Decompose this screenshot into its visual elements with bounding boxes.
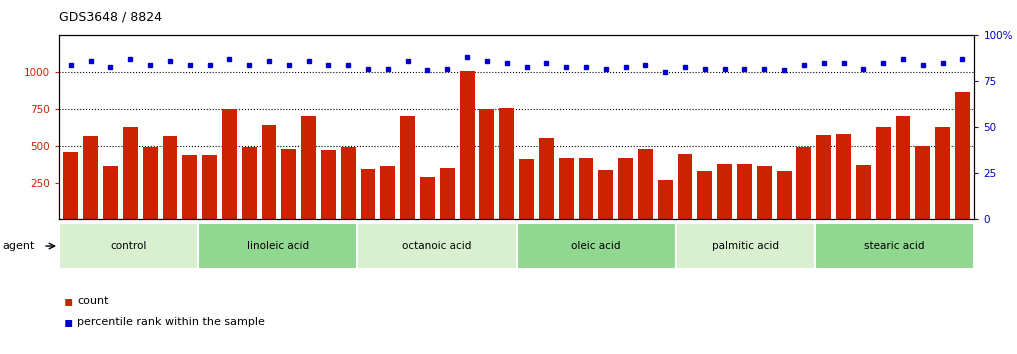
Bar [401, 116, 415, 219]
Bar [915, 146, 931, 219]
Bar [777, 171, 791, 219]
Bar [380, 166, 396, 219]
Text: agent: agent [2, 241, 35, 251]
Bar [517, 223, 676, 269]
Bar [440, 168, 455, 219]
Bar [698, 171, 712, 219]
Bar [301, 116, 316, 219]
Bar [737, 164, 752, 219]
Bar [479, 109, 494, 219]
Text: ▪: ▪ [64, 294, 73, 308]
Bar [598, 170, 613, 219]
Text: control: control [111, 241, 146, 251]
Bar [103, 166, 118, 219]
Bar [836, 134, 851, 219]
Text: octanoic acid: octanoic acid [403, 241, 472, 251]
Bar [876, 127, 891, 219]
Bar [198, 223, 357, 269]
Bar [796, 147, 812, 219]
Bar [856, 165, 871, 219]
Bar [83, 136, 98, 219]
Bar [955, 92, 970, 219]
Bar [757, 166, 772, 219]
Bar [202, 155, 217, 219]
Bar [539, 138, 554, 219]
Bar [658, 181, 672, 219]
Text: stearic acid: stearic acid [864, 241, 924, 251]
Text: oleic acid: oleic acid [572, 241, 621, 251]
Bar [357, 223, 517, 269]
Bar [896, 116, 910, 219]
Bar [321, 150, 336, 219]
Text: count: count [77, 296, 109, 306]
Text: percentile rank within the sample: percentile rank within the sample [77, 317, 265, 327]
Bar [579, 158, 593, 219]
Bar [558, 158, 574, 219]
Bar [499, 108, 515, 219]
Bar [676, 223, 815, 269]
Text: linoleic acid: linoleic acid [247, 241, 309, 251]
Bar [420, 177, 435, 219]
Bar [361, 170, 375, 219]
Bar [460, 72, 475, 219]
Text: GDS3648 / 8824: GDS3648 / 8824 [59, 11, 162, 24]
Bar [341, 147, 356, 219]
Bar [163, 136, 177, 219]
Text: ▪: ▪ [64, 315, 73, 329]
Bar [242, 147, 256, 219]
Bar [123, 127, 137, 219]
Bar [182, 155, 197, 219]
Bar [222, 109, 237, 219]
Bar [618, 158, 633, 219]
Bar [282, 149, 296, 219]
Bar [936, 127, 950, 219]
Bar [519, 159, 534, 219]
Bar [142, 147, 158, 219]
Bar [815, 223, 974, 269]
Bar [261, 125, 277, 219]
Bar [59, 223, 198, 269]
Bar [677, 154, 693, 219]
Bar [638, 149, 653, 219]
Bar [63, 152, 78, 219]
Text: palmitic acid: palmitic acid [712, 241, 779, 251]
Bar [717, 164, 732, 219]
Bar [817, 135, 831, 219]
